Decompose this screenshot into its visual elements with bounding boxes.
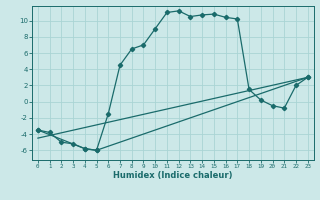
X-axis label: Humidex (Indice chaleur): Humidex (Indice chaleur) (113, 171, 233, 180)
